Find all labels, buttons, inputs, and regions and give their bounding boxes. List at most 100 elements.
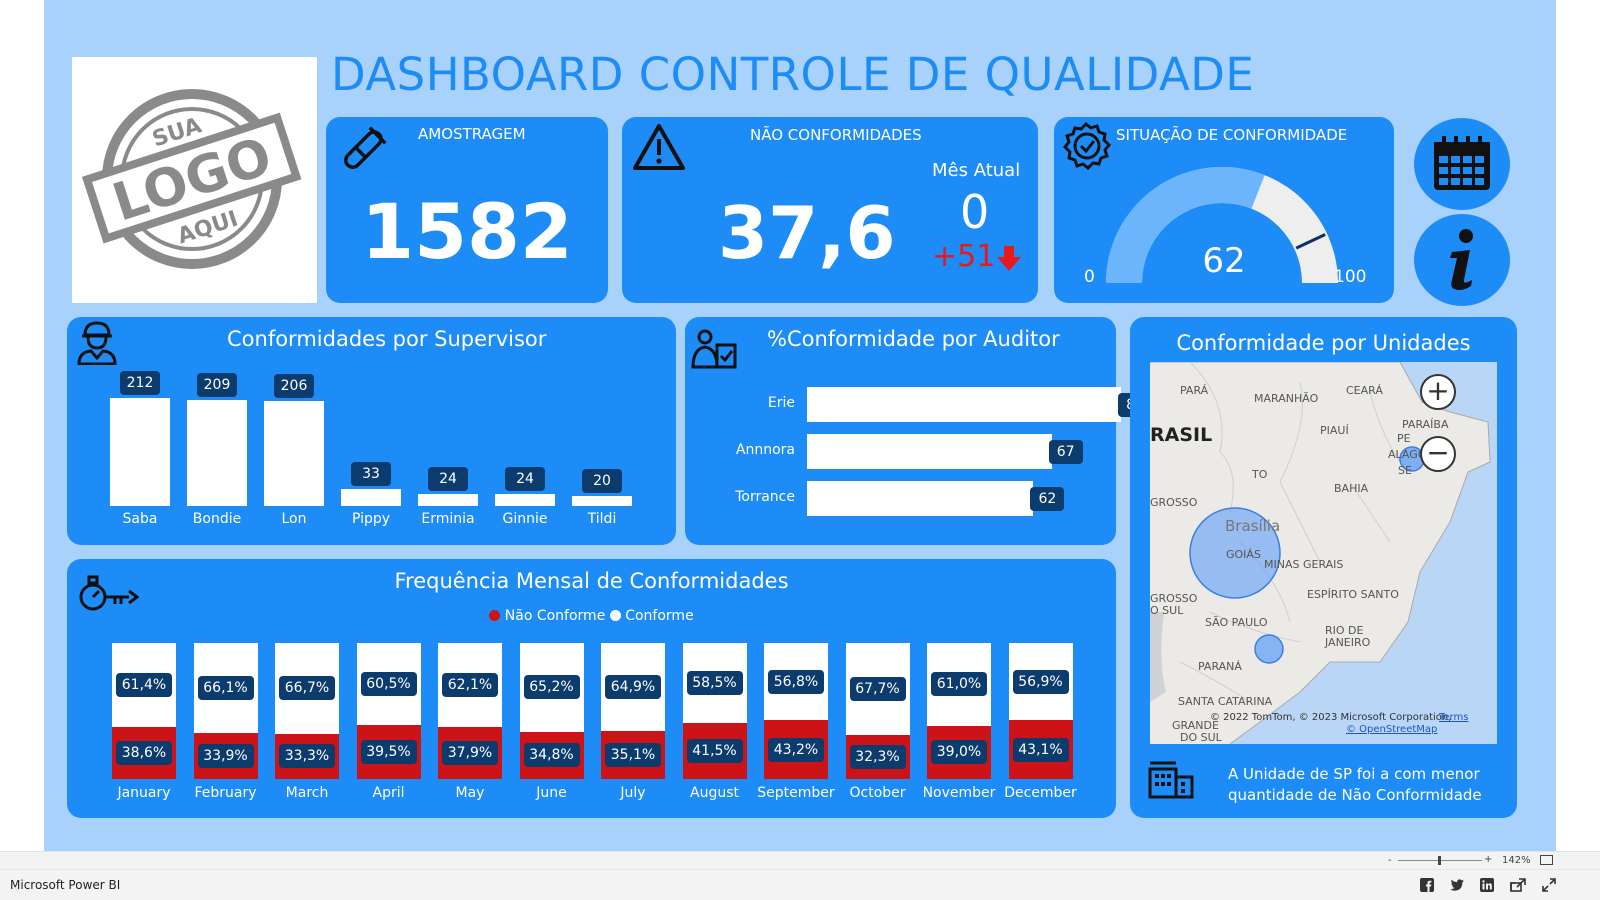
- supervisor-chart-title: Conformidades por Supervisor: [227, 327, 547, 351]
- map-region-label: GOIÁS: [1226, 548, 1261, 561]
- supervisor-bar-value: 24: [428, 466, 468, 491]
- map-terms-link[interactable]: Terms: [1439, 712, 1469, 723]
- map-attribution: © 2022 TomTom, © 2023 Microsoft Corporat…: [1210, 712, 1452, 723]
- monthly-chart-card[interactable]: Frequência Mensal de Conformidades Não C…: [67, 559, 1116, 818]
- info-button[interactable]: [1414, 214, 1510, 306]
- map-osm-link[interactable]: © OpenStreetMap: [1346, 724, 1438, 735]
- map-region-label: ESPÍRITO SANTO: [1307, 588, 1399, 601]
- fit-page-icon[interactable]: [1540, 855, 1553, 865]
- map-region-label: RASIL: [1150, 424, 1213, 446]
- app-name: Microsoft Power BI: [10, 878, 121, 892]
- conforme-value: 61,0%: [931, 672, 987, 697]
- warning-triangle-icon: [633, 124, 685, 170]
- monthly-bars: 61,4% 38,6% January 66,1% 33,9% February 66,7%…: [67, 559, 1116, 818]
- auditor-bar-value: 62: [1030, 487, 1065, 511]
- month-label: December: [1004, 785, 1077, 801]
- conforme-value: 66,7%: [279, 676, 335, 701]
- month-label: August: [690, 785, 739, 801]
- map-view[interactable]: PARÁ MARANHÃO CEARÁ PARAÍBA PIAUÍ PE ALAGOA SE R…: [1150, 362, 1497, 744]
- linkedin-icon[interactable]: [1480, 878, 1494, 892]
- supervisor-bar: [110, 398, 170, 506]
- map-note: A Unidade de SP foi a com menor quantida…: [1228, 764, 1482, 806]
- calendar-icon: [1434, 136, 1490, 190]
- kpi-situacao-card[interactable]: SITUAÇÃO DE CONFORMIDADE 62 0 100: [1054, 117, 1394, 303]
- map-card[interactable]: Conformidade por Unidades PARÁ MARANHÃO CE…: [1130, 317, 1517, 818]
- conforme-value: 67,7%: [849, 677, 906, 702]
- supervisor-bars: 212 Saba 209 Bondie 206 Lon 33 Pippy 24 Erminia 24…: [67, 317, 676, 545]
- legend-nao-conforme-dot: [489, 610, 501, 621]
- month-label: March: [285, 785, 329, 801]
- map-labels: PARÁ MARANHÃO CEARÁ PARAÍBA PIAUÍ PE ALAGOA SE R…: [1150, 362, 1497, 744]
- twitter-icon[interactable]: [1450, 878, 1464, 892]
- auditor-bar-label: Annnora: [735, 442, 795, 458]
- gauge-value: 62: [1202, 241, 1246, 281]
- monthly-chart-title: Frequência Mensal de Conformidades: [394, 569, 789, 593]
- calendar-button[interactable]: [1414, 118, 1510, 210]
- auditor-bar: [807, 434, 1052, 469]
- quality-badge-icon: [1062, 121, 1112, 171]
- supervisor-icon: [77, 321, 117, 365]
- minus-icon: −: [1426, 436, 1450, 469]
- conforme-value: 65,2%: [523, 675, 580, 700]
- zoom-in-button[interactable]: +: [1420, 374, 1456, 410]
- supervisor-bar-label: Saba: [122, 511, 158, 527]
- supervisor-bar-label: Ginnie: [502, 511, 548, 527]
- map-region-label: GROSSO: [1150, 496, 1198, 509]
- kpi-situacao-label: SITUAÇÃO DE CONFORMIDADE: [1116, 126, 1348, 144]
- map-region-label: PIAUÍ: [1320, 424, 1349, 437]
- logo-placeholder: LOGO SUA AQUI: [72, 57, 317, 303]
- month-label: January: [117, 785, 171, 801]
- supervisor-bar-label: Lon: [281, 511, 307, 527]
- footer-bar: Microsoft Power BI: [0, 869, 1600, 900]
- zoom-level: 142%: [1502, 855, 1531, 866]
- facebook-icon[interactable]: [1420, 878, 1434, 892]
- monthly-legend: Não Conforme Conforme: [67, 608, 1116, 624]
- stopwatch-key-icon: [79, 575, 139, 611]
- share-icon[interactable]: [1510, 878, 1526, 892]
- kpi-amostragem-card[interactable]: AMOSTRAGEM 1582: [326, 117, 608, 303]
- gauge-max: 100: [1334, 267, 1367, 287]
- map-region-label: SÃO PAULO: [1205, 616, 1268, 629]
- supervisor-bar-value: 206: [274, 374, 314, 399]
- auditor-bar: [807, 387, 1121, 422]
- nao-conforme-value: 38,6%: [116, 740, 172, 765]
- kpi-nao-conformidades-label: NÃO CONFORMIDADES: [750, 126, 922, 144]
- month-label: July: [620, 785, 646, 801]
- map-region-label: GRANDE: [1172, 719, 1219, 732]
- month-label: June: [536, 785, 567, 801]
- supervisor-bar-label: Erminia: [421, 511, 475, 527]
- mes-atual-delta: +51: [932, 239, 996, 274]
- gauge-min: 0: [1084, 267, 1095, 287]
- conforme-value: 62,1%: [442, 673, 498, 698]
- auditor-bar-label: Erie: [767, 395, 795, 411]
- nao-conforme-value: 33,3%: [279, 744, 335, 769]
- map-region-label: PARÁ: [1180, 384, 1209, 397]
- auditor-icon: [691, 329, 737, 369]
- month-label: February: [194, 785, 257, 801]
- zoom-in-small[interactable]: +: [1484, 854, 1493, 865]
- conforme-value: 56,8%: [768, 669, 824, 694]
- nao-conforme-value: 43,1%: [1012, 737, 1069, 762]
- conforme-value: 58,5%: [686, 670, 743, 695]
- supervisor-bar-label: Bondie: [192, 511, 242, 527]
- supervisor-bar-label: Pippy: [351, 511, 391, 527]
- supervisor-bar: [264, 401, 324, 506]
- fullscreen-icon[interactable]: [1542, 878, 1556, 892]
- supervisor-chart-card[interactable]: Conformidades por Supervisor 212 Saba 209 B…: [67, 317, 676, 545]
- auditor-chart-card[interactable]: %Conformidade por Auditor 86Erie67Annnor…: [685, 317, 1152, 545]
- map-region-label: Brasília: [1225, 517, 1281, 535]
- info-icon: [1450, 229, 1473, 290]
- supervisor-bar: [495, 493, 555, 506]
- zoom-out-small[interactable]: -: [1388, 855, 1392, 866]
- map-region-label: BAHIA: [1334, 482, 1369, 495]
- supervisor-bar-value: 24: [505, 466, 545, 491]
- supervisor-bar-value: 209: [197, 372, 237, 397]
- kpi-nao-conformidades-value: 37,6: [718, 191, 896, 275]
- kpi-nao-conformidades-card[interactable]: NÃO CONFORMIDADES 37,6 Mês Atual 0 +51: [622, 117, 1038, 303]
- zoom-slider-handle[interactable]: [1438, 856, 1441, 865]
- nao-conforme-value: 37,9%: [442, 741, 498, 766]
- zoom-out-button[interactable]: −: [1420, 436, 1456, 472]
- nao-conforme-value: 33,9%: [197, 743, 254, 768]
- supervisor-bar: [341, 489, 401, 506]
- map-region-label: JANEIRO: [1325, 636, 1371, 649]
